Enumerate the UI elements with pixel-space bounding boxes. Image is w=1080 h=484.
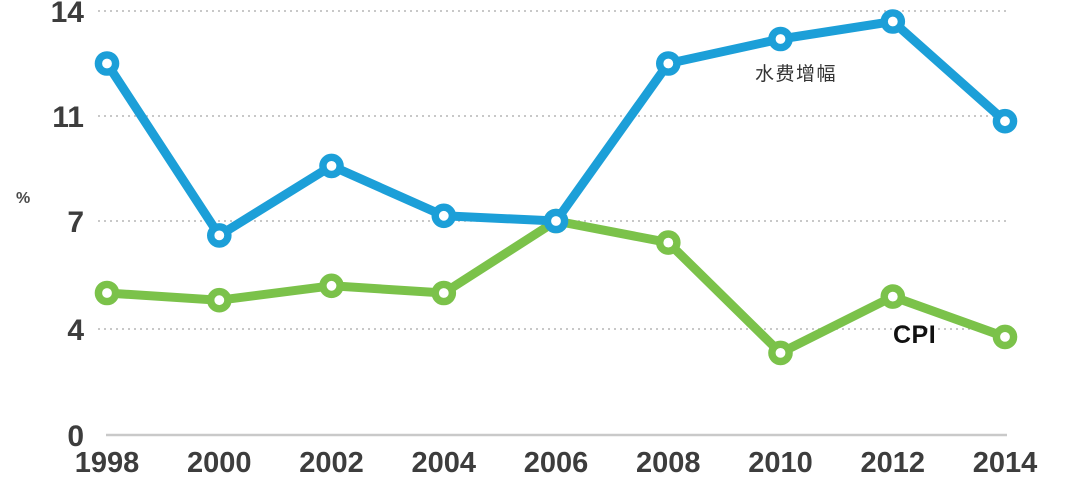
cpi-point-2014 (992, 324, 1018, 350)
cpi-point-1998 (94, 280, 120, 306)
water-fee-point-2012 (880, 9, 906, 34)
x-tick-label-2004: 2004 (411, 447, 476, 479)
water-fee-point-2004 (431, 203, 457, 229)
water-fee-point-2014 (992, 108, 1018, 134)
y-tick-label-14: 14 (51, 0, 85, 29)
x-tick-label-2012: 2012 (860, 447, 925, 479)
x-tick-label-2010: 2010 (748, 447, 813, 479)
water-fee-point-2006 (543, 208, 569, 234)
cpi-line (102, 216, 1010, 358)
y-axis-unit-label: % (16, 190, 31, 207)
series-label-water-fee-growth: 水费增幅 (755, 64, 838, 85)
y-tick-label-4: 4 (67, 314, 84, 347)
x-tick-label-2014: 2014 (973, 447, 1038, 479)
y-tick-label-7: 7 (67, 206, 84, 239)
cpi-point-2000 (206, 287, 232, 313)
y-tick-label-0: 0 (67, 420, 84, 453)
y-tick-label-11: 11 (52, 101, 84, 134)
water-fee-point-2010 (768, 26, 793, 52)
cpi-point-2008 (656, 230, 681, 255)
cpi-point-2012 (880, 284, 906, 309)
cpi-point-2010 (768, 340, 793, 366)
x-tick-label-2008: 2008 (636, 447, 701, 479)
series-label-cpi: CPI (893, 321, 937, 349)
cpi-point-2002 (319, 273, 344, 299)
x-tick-label-2000: 2000 (187, 447, 252, 479)
x-tick-label-2006: 2006 (524, 447, 589, 479)
x-tick-label-2002: 2002 (299, 447, 364, 479)
water-fee-point-2000 (206, 223, 232, 248)
cpi-point-2004 (431, 280, 457, 306)
x-tick-label-1998: 1998 (75, 447, 140, 479)
water-fee-line (102, 17, 1010, 240)
water-fee-point-2002 (319, 153, 344, 179)
water-fee-point-2008 (656, 51, 681, 76)
water-fee-point-1998 (94, 51, 120, 76)
